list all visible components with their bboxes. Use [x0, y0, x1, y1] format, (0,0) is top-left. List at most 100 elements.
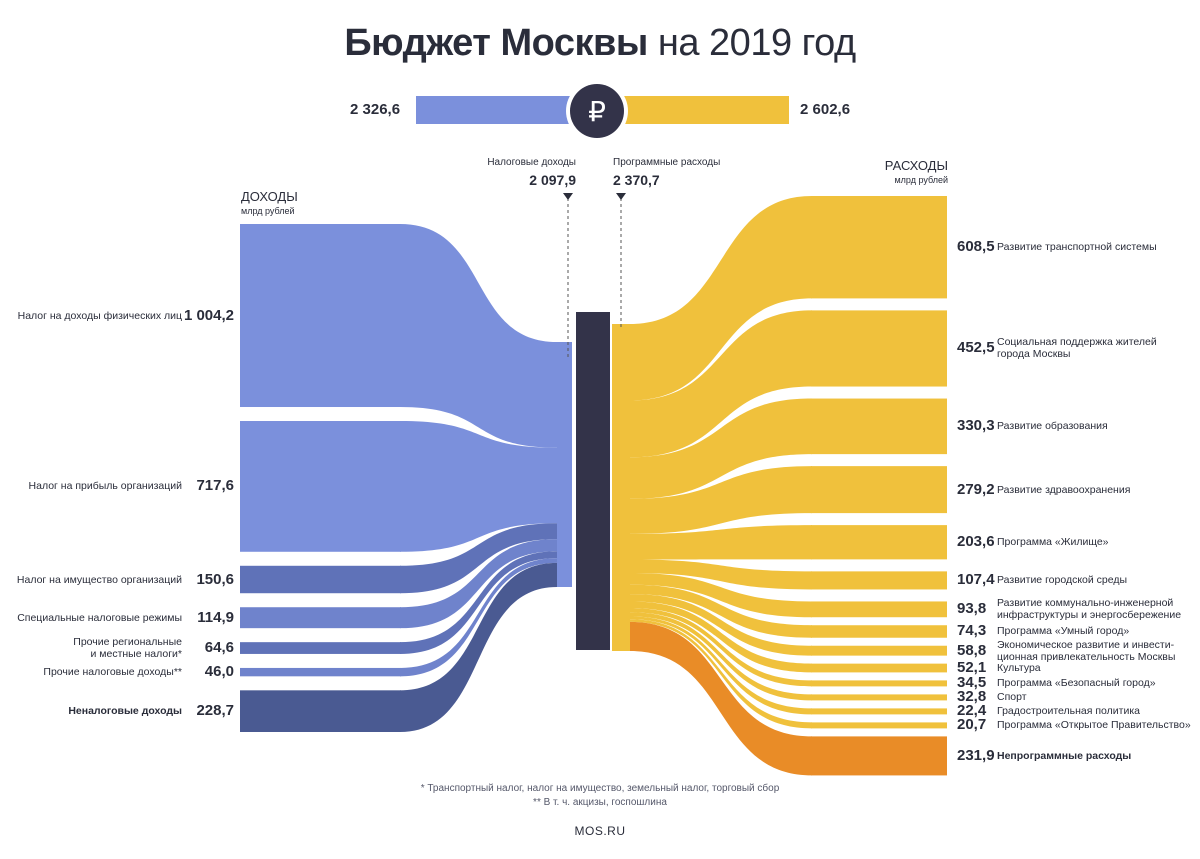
expense-label-8: Экономическое развитие и инвести- ционна…: [997, 638, 1176, 663]
expense-block-8: [811, 645, 947, 656]
income-block-2: [240, 565, 401, 594]
title-light: на 2019 год: [657, 22, 856, 64]
expense-block-9: [811, 663, 947, 673]
income-flow-5: [400, 558, 557, 677]
expense-label-1: Социальная поддержка жителей города Моск…: [997, 336, 1157, 361]
expense-value-11: 32,8: [957, 688, 987, 706]
income-total-bar: [416, 96, 581, 124]
expense-value-10: 34,5: [957, 674, 987, 692]
expense-value-0: 608,5: [957, 238, 995, 256]
expense-flow-14: [630, 621, 812, 776]
expense-block-12: [811, 708, 947, 715]
expense-value-4: 203,6: [957, 533, 995, 551]
tax-income-value: 2 097,9: [529, 172, 576, 188]
income-value-1: 717,6: [196, 477, 234, 495]
income-label-0: Налог на доходы физических лиц: [17, 309, 182, 322]
income-block-4: [240, 642, 401, 654]
expense-label-0: Развитие транспортной системы: [997, 241, 1157, 254]
expense-total: 2 602,6: [800, 101, 851, 118]
expense-flow-11: [630, 612, 812, 701]
expense-label-11: Спорт: [997, 691, 1027, 704]
income-value-0: 1 004,2: [183, 306, 234, 324]
expense-flow-0: [630, 196, 812, 401]
income-header-unit: млрд рублей: [241, 206, 295, 216]
expense-label-10: Программа «Безопасный город»: [997, 677, 1156, 690]
income-value-6: 228,7: [196, 702, 234, 720]
expense-flow-6: [630, 572, 812, 618]
expense-block-6: [811, 601, 947, 618]
tax-income-label: Налоговые доходы: [487, 157, 576, 168]
expense-header-unit: млрд рублей: [894, 175, 948, 185]
expense-value-8: 58,8: [957, 641, 987, 659]
income-value-4: 64,6: [204, 639, 234, 657]
income-total: 2 326,6: [350, 101, 401, 118]
expense-value-6: 93,8: [957, 600, 987, 618]
expense-label-3: Развитие здравоохранения: [997, 483, 1131, 496]
expense-block-11: [811, 694, 947, 701]
program-expense-arrow-icon: [616, 193, 626, 200]
income-flow-0: [400, 224, 557, 448]
title-bold: Бюджет Москвы: [344, 22, 648, 64]
income-block-1: [240, 421, 401, 552]
expense-value-13: 20,7: [957, 716, 987, 734]
expense-block-1: [811, 310, 947, 387]
income-flow-2: [400, 523, 557, 594]
income-flow-3: [400, 539, 557, 629]
income-block-0: [240, 224, 401, 408]
expense-label-2: Развитие образования: [997, 420, 1108, 433]
expense-value-1: 452,5: [957, 339, 995, 357]
center-column: [576, 312, 610, 650]
expense-value-2: 330,3: [957, 417, 995, 435]
expense-value-5: 107,4: [957, 571, 995, 589]
expense-value-3: 279,2: [957, 480, 995, 498]
income-label-1: Налог на прибыль организаций: [28, 480, 182, 493]
program-expense-label: Программные расходы: [613, 157, 721, 168]
income-label-5: Прочие налоговые доходы**: [43, 666, 182, 679]
expense-block-14: [811, 736, 947, 776]
expense-column: [612, 324, 630, 651]
expense-label-13: Программа «Открытое Правительство»: [997, 719, 1191, 732]
expense-block-2: [811, 398, 947, 455]
footnote-1: * Транспортный налог, налог на имущество…: [420, 783, 780, 794]
income-flow-1: [400, 421, 557, 552]
expense-label-9: Культура: [997, 662, 1041, 674]
program-expense-value: 2 370,7: [613, 172, 660, 188]
income-value-3: 114,9: [197, 608, 234, 626]
expense-flow-5: [630, 559, 812, 590]
tax-income-arrow-icon: [563, 193, 573, 200]
income-label-3: Специальные налоговые режимы: [17, 611, 182, 624]
expense-block-13: [811, 722, 947, 729]
expense-block-5: [811, 571, 947, 590]
expense-block-3: [811, 466, 947, 514]
expense-value-7: 74,3: [957, 622, 987, 640]
expense-label-6: Развитие коммунально-инженерной инфрастр…: [997, 597, 1182, 622]
income-block-6: [240, 690, 401, 732]
footnote-2: ** В т. ч. акцизы, госпошлина: [533, 797, 667, 808]
expense-header-title: РАСХОДЫ: [884, 158, 948, 173]
expense-flow-13: [630, 619, 812, 729]
expense-flow-12: [630, 616, 812, 715]
expense-flow-1: [630, 310, 812, 458]
source-label: MOS.RU: [574, 824, 626, 838]
expense-flow-10: [630, 608, 812, 687]
currency-badge: [570, 84, 624, 138]
income-label-4: Прочие региональные и местные налоги*: [73, 636, 182, 661]
income-column: [557, 342, 572, 587]
ruble-icon: ₽: [588, 95, 606, 128]
income-block-3: [240, 607, 401, 629]
expense-block-10: [811, 680, 947, 687]
expense-flow-3: [630, 466, 812, 534]
expense-flow-9: [630, 601, 812, 673]
expense-total-bar: [617, 96, 789, 124]
income-label-6: Неналоговые доходы: [68, 705, 182, 718]
expense-flow-4: [630, 525, 812, 560]
expense-flow-7: [630, 584, 812, 638]
income-value-5: 46,0: [204, 663, 234, 681]
expense-block-7: [811, 625, 947, 638]
expense-label-7: Программа «Умный город»: [997, 625, 1130, 638]
expense-block-0: [811, 196, 947, 299]
income-flow-6: [400, 562, 557, 732]
expense-value-14: 231,9: [957, 746, 995, 764]
expense-label-14: Непрограммные расходы: [997, 749, 1132, 762]
